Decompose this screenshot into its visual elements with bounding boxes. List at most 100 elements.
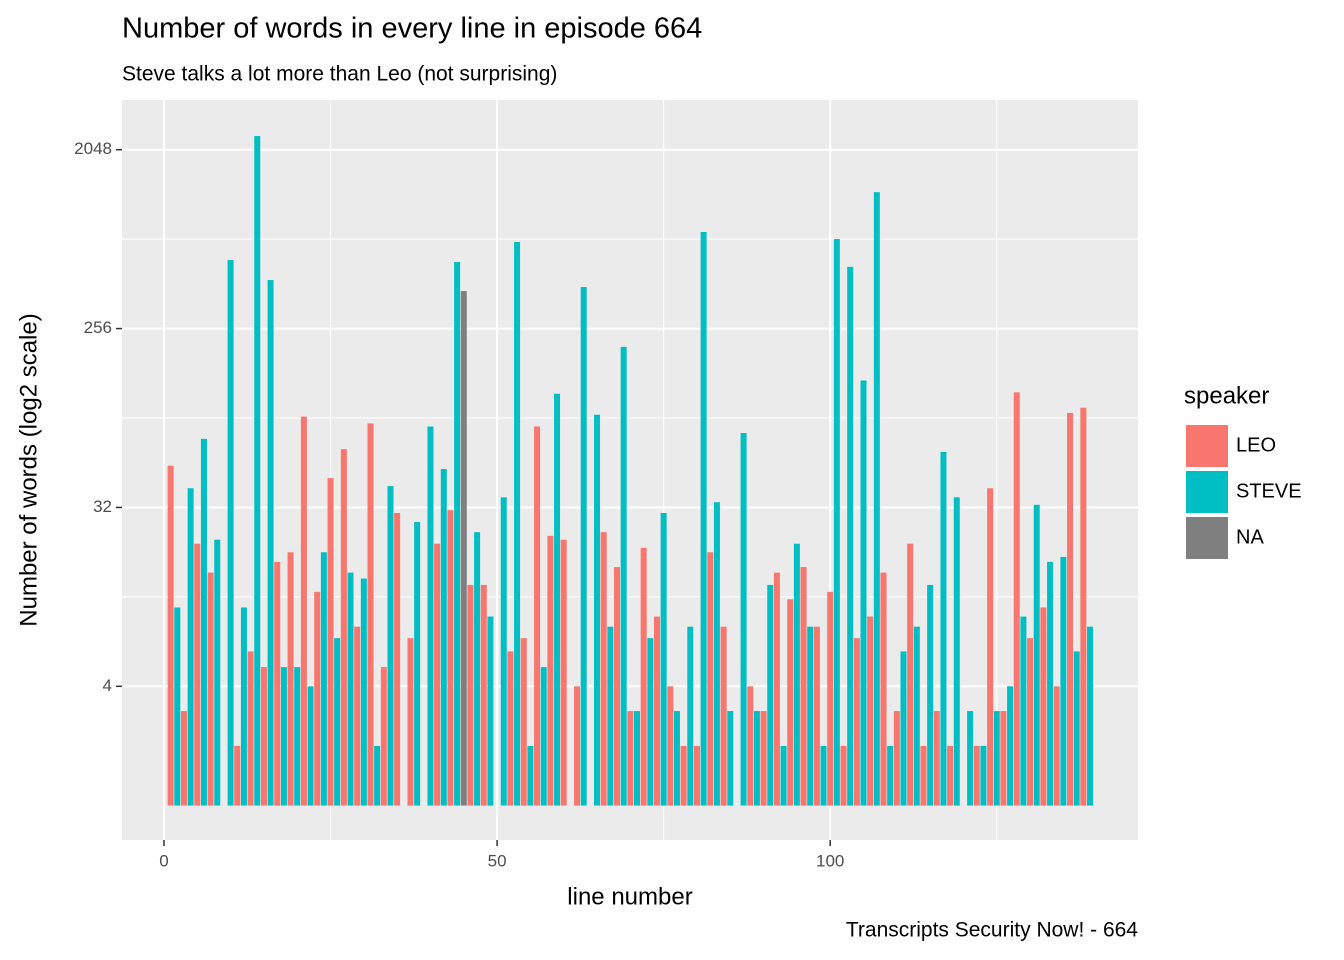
- y-tick-label: 32: [93, 497, 112, 516]
- chart-subtitle: Steve talks a lot more than Leo (not sur…: [122, 63, 557, 86]
- bar: [387, 486, 394, 806]
- bar: [534, 426, 541, 806]
- bar: [434, 543, 441, 806]
- bar: [514, 242, 521, 806]
- bar: [687, 626, 694, 806]
- bar: [280, 667, 287, 806]
- bar: [853, 638, 860, 806]
- bar: [347, 572, 354, 806]
- bar: [340, 449, 347, 806]
- bar: [440, 469, 447, 806]
- bar: [747, 686, 754, 806]
- bar: [620, 346, 627, 806]
- legend-key: [1186, 425, 1228, 467]
- bar: [600, 532, 607, 806]
- bar: [973, 745, 980, 806]
- bar: [234, 745, 241, 806]
- bar: [813, 626, 820, 806]
- bar: [460, 291, 467, 806]
- bar: [753, 711, 760, 806]
- bar: [940, 451, 947, 806]
- bar: [807, 626, 814, 806]
- bar: [240, 607, 247, 806]
- legend-key: [1186, 471, 1228, 513]
- bar: [693, 745, 700, 806]
- bar: [614, 567, 621, 806]
- bar: [707, 552, 714, 806]
- bar: [800, 567, 807, 806]
- bar: [767, 584, 774, 806]
- bar: [574, 686, 581, 806]
- bar: [274, 561, 281, 806]
- bar: [307, 686, 314, 806]
- bar: [1027, 638, 1034, 806]
- bar: [374, 745, 381, 806]
- bar: [820, 745, 827, 806]
- bar: [887, 745, 894, 806]
- bar: [540, 667, 547, 806]
- bar: [760, 711, 767, 806]
- bar: [507, 651, 514, 806]
- bar: [980, 745, 987, 806]
- y-axis-label: Number of words (log2 scale): [15, 313, 42, 626]
- bar: [793, 543, 800, 806]
- bar: [833, 239, 840, 806]
- bar: [380, 667, 387, 806]
- x-axis-label: line number: [567, 883, 692, 910]
- bar: [727, 711, 734, 806]
- bar: [773, 572, 780, 806]
- bar: [294, 667, 301, 806]
- bar: [267, 280, 274, 806]
- bar: [394, 512, 401, 806]
- bar: [880, 572, 887, 806]
- bar: [480, 584, 487, 806]
- bar: [1053, 686, 1060, 806]
- bar: [487, 616, 494, 806]
- bar: [1067, 412, 1074, 806]
- bar: [320, 552, 327, 806]
- bar: [594, 414, 601, 806]
- bar: [200, 438, 207, 806]
- chart-title: Number of words in every line in episode…: [122, 13, 702, 45]
- bar: [1013, 392, 1020, 806]
- bar: [1007, 686, 1014, 806]
- bar: [214, 539, 221, 806]
- bar: [447, 510, 454, 806]
- bar: [667, 686, 674, 806]
- x-tick-label: 50: [488, 851, 507, 870]
- bar: [700, 231, 707, 806]
- y-tick-label: 256: [84, 318, 112, 337]
- bar: [893, 711, 900, 806]
- bar: [227, 260, 234, 806]
- bar: [673, 711, 680, 806]
- x-tick-label: 100: [816, 851, 844, 870]
- bar: [500, 497, 507, 806]
- y-tick-label: 4: [103, 676, 112, 695]
- bar: [287, 552, 294, 806]
- bar: [987, 488, 994, 806]
- bar: [260, 667, 267, 806]
- bar: [1060, 556, 1067, 806]
- bar: [873, 192, 880, 806]
- bar: [967, 711, 974, 806]
- bar: [1000, 711, 1007, 806]
- bar: [927, 584, 934, 806]
- bar: [327, 478, 334, 806]
- legend-label: NA: [1236, 526, 1264, 548]
- bar: [554, 393, 561, 806]
- bar: [580, 287, 587, 806]
- bar: [720, 626, 727, 806]
- grid: [122, 100, 1138, 840]
- axes: 4 32 256 2048 0 50 100: [74, 139, 844, 870]
- legend-title: speaker: [1184, 382, 1269, 409]
- bar: [454, 262, 461, 806]
- bar: [1073, 651, 1080, 806]
- bar: [627, 711, 634, 806]
- bar: [787, 599, 794, 806]
- bar: [1087, 626, 1094, 806]
- bar: [653, 616, 660, 806]
- bar: [560, 539, 567, 806]
- bar: [740, 433, 747, 806]
- bar: [207, 572, 214, 806]
- bar: [1047, 561, 1054, 806]
